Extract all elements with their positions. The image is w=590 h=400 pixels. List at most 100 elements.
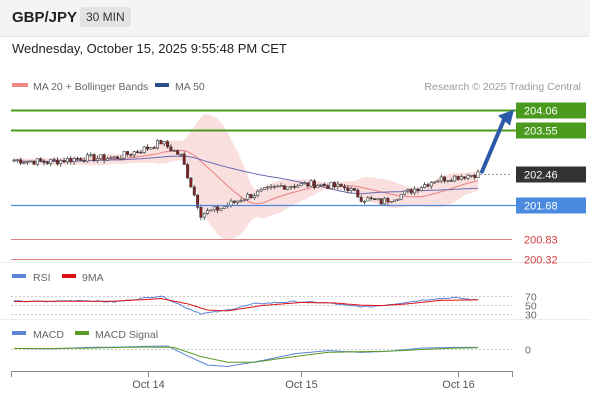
rsi-legend-label: RSI [33, 272, 51, 284]
candle-body [336, 183, 340, 188]
candle-body [366, 197, 370, 202]
resistance-label: 204.06 [524, 106, 558, 118]
rsi-level-label: 30 [525, 310, 537, 322]
candle-body [106, 158, 110, 161]
candle-body [456, 175, 460, 180]
bollinger-band [14, 114, 478, 240]
candle-body [65, 158, 69, 163]
candle-body [476, 171, 480, 179]
candle-body [52, 159, 56, 161]
timeframe-button[interactable]: 30 MIN [80, 7, 131, 27]
candle-body [96, 158, 100, 161]
candle-body [322, 183, 326, 186]
candle-body [92, 154, 96, 162]
candle-body [189, 177, 193, 188]
resistance-label: 203.55 [524, 126, 558, 138]
candle-body [139, 151, 143, 154]
candle-body [29, 160, 33, 163]
candle-body [162, 141, 166, 145]
candle-body [19, 159, 23, 164]
candle-body [356, 189, 360, 198]
candle-body [276, 185, 280, 188]
header-bar: GBP/JPY 30 MIN [0, 0, 590, 36]
candle-body [72, 158, 76, 162]
timestamp: Wednesday, October 15, 2025 9:55:48 PM C… [12, 41, 287, 56]
candle-body [82, 160, 86, 162]
candle-body [209, 209, 213, 212]
candle-body [246, 194, 250, 200]
candle-body [279, 185, 283, 187]
candle-body [15, 159, 19, 162]
price-levels: 204.06 203.55 202.46 201.68 200.83 200.32 [11, 102, 586, 267]
candle-body [342, 186, 346, 189]
candle-body [22, 162, 26, 164]
target-label: 200.83 [524, 235, 558, 247]
candle-body [296, 185, 300, 188]
candle-body [436, 180, 440, 183]
rsi-ma-legend-swatch [62, 274, 76, 278]
candle-body [32, 160, 36, 165]
candle-body [453, 175, 457, 182]
candle-body [122, 151, 126, 159]
candle-body [199, 207, 203, 218]
candle-body [222, 206, 226, 209]
candle-body [45, 162, 49, 164]
candle-body [136, 151, 140, 153]
candle-body [219, 208, 223, 211]
ma50-line [13, 155, 479, 195]
candle-body [242, 199, 246, 201]
candle-body [439, 176, 443, 182]
rsi-level-label: 70 [525, 292, 537, 304]
candle-body [386, 198, 390, 203]
candle-body [446, 180, 450, 182]
support-label: 201.68 [524, 201, 558, 213]
candle-body [102, 154, 106, 161]
candle-body [62, 160, 66, 163]
candle-body [39, 158, 43, 162]
candle-body [312, 180, 316, 188]
candle-body [252, 195, 256, 198]
x-axis-tick-label: Oct 14 [132, 379, 164, 391]
candle-body [319, 183, 323, 186]
candle-body [396, 198, 400, 201]
candle-body [269, 186, 273, 188]
candle-body [169, 146, 173, 152]
candle-body [463, 176, 467, 179]
rsi-legend-swatch [12, 274, 26, 278]
candle-body [292, 186, 296, 188]
candle-body [466, 174, 470, 179]
candle-body [359, 196, 363, 202]
candle-body [196, 194, 200, 208]
candle-body [179, 153, 183, 156]
macd-signal-legend-swatch [75, 331, 89, 335]
currency-pair: GBP/JPY [12, 9, 78, 26]
rsi_ma-line [14, 297, 479, 312]
candle-body [306, 182, 310, 187]
x-axis: Oct 14 Oct 15 Oct 16 [11, 371, 513, 391]
candle-body [376, 198, 380, 200]
candle-body [109, 157, 113, 159]
candle-body [459, 176, 463, 180]
candle-body [239, 200, 243, 202]
candle-body [232, 200, 236, 203]
candle-body [299, 183, 303, 187]
ma50-legend-label: MA 50 [175, 81, 205, 93]
candle-body [112, 156, 116, 159]
candle-body [369, 197, 373, 200]
candle-body [172, 150, 176, 152]
candle-body [149, 147, 153, 150]
x-axis-tick-label: Oct 15 [285, 379, 317, 391]
candle-body [326, 185, 330, 189]
candle-body [25, 160, 29, 163]
ma20-legend-label: MA 20 + Bollinger Bands [33, 81, 148, 93]
candle-body [389, 201, 393, 203]
candle-body [399, 193, 403, 200]
candle-body [409, 189, 413, 194]
candle-body [282, 185, 286, 190]
candle-body [142, 146, 146, 153]
candle-body [116, 156, 120, 159]
forecast-arrow-shaft [480, 117, 506, 174]
candle-body [59, 160, 63, 165]
